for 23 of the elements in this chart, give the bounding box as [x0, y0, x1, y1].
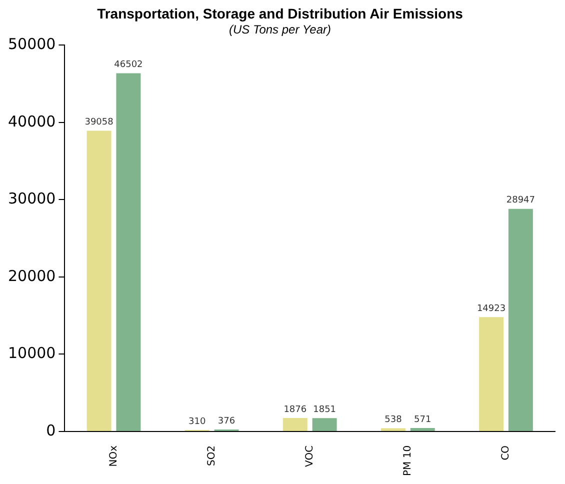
y-tick-label: 10000	[8, 344, 56, 362]
data-label: 376	[218, 416, 236, 426]
y-tick-label: 20000	[8, 266, 56, 285]
data-label: 39058	[84, 118, 114, 128]
y-tick-label: 0	[46, 421, 56, 440]
data-label: 1851	[313, 404, 336, 415]
x-tick-label: PM 10	[402, 445, 414, 476]
data-label: 46502	[114, 60, 143, 70]
data-label: 538	[384, 415, 402, 426]
x-tick-label: NOx	[108, 445, 120, 467]
y-tick-label: 40000	[8, 112, 56, 130]
x-tick-label: SO2	[206, 445, 218, 466]
data-label: 28947	[506, 196, 535, 206]
data-label: 571	[414, 414, 432, 425]
data-label: 14923	[476, 304, 506, 314]
chart-title: Transportation, Storage and Distribution Air Emissions	[97, 5, 464, 22]
data-label: 310	[188, 416, 206, 427]
data-label: 1876	[284, 404, 307, 415]
x-tick-label: CO	[500, 445, 512, 460]
chart-subtitle: (US Tons per Year)	[228, 22, 332, 36]
y-tick-label: 30000	[8, 190, 56, 208]
x-tick-label: VOC	[304, 445, 316, 467]
y-tick-label: 50000	[8, 35, 56, 54]
